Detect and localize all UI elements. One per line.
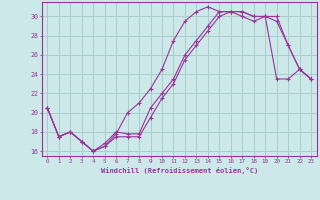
X-axis label: Windchill (Refroidissement éolien,°C): Windchill (Refroidissement éolien,°C) xyxy=(100,167,258,174)
